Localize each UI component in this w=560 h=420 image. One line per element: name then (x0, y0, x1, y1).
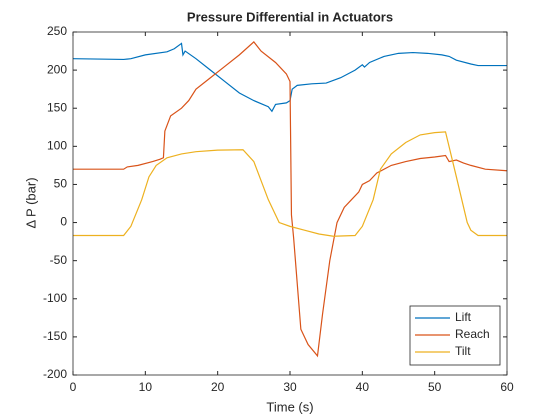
x-tick-label: 10 (139, 380, 153, 394)
y-tick-label: -100 (43, 291, 67, 305)
x-tick-label: 20 (211, 380, 225, 394)
x-tick-label: 50 (428, 380, 442, 394)
y-tick-label: -200 (43, 367, 67, 381)
legend-label: Reach (455, 327, 490, 341)
axes-box (72, 31, 508, 376)
y-axis-label: Δ P (bar) (23, 177, 38, 228)
series-line (73, 41, 508, 358)
y-tick-label: 250 (47, 24, 67, 38)
chart-title: Pressure Differential in Actuators (187, 9, 393, 24)
y-tick-label: 150 (47, 100, 67, 114)
y-tick-label: -50 (50, 253, 68, 267)
y-tick-label: 50 (54, 177, 68, 191)
x-tick-label: 0 (70, 380, 77, 394)
legend-label: Tilt (455, 344, 471, 358)
y-tick-label: 0 (60, 215, 67, 229)
x-tick-label: 60 (500, 380, 514, 394)
x-tick-label: 30 (283, 380, 297, 394)
y-tick-label: -150 (43, 329, 67, 343)
series-line (72, 42, 507, 113)
series-line (73, 131, 507, 237)
legend-label: Lift (455, 310, 472, 324)
y-tick-label: 100 (47, 139, 67, 153)
x-axis-label: Time (s) (266, 399, 313, 414)
y-tick-label: 200 (47, 62, 67, 76)
x-tick-label: 40 (356, 380, 370, 394)
